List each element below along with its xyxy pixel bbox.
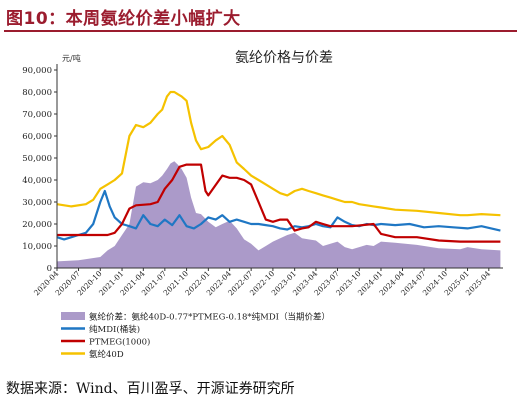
line-series-spandex — [56, 90, 501, 217]
spread-area-series — [57, 161, 501, 268]
title-divider — [4, 30, 517, 32]
y-tick-label: 80,000 — [22, 88, 52, 98]
data-source-note: 数据来源：Wind、百川盈孚、开源证券研究所 — [6, 381, 295, 397]
line-series-mdi — [56, 189, 501, 241]
y-tick-label: 0 — [47, 264, 52, 274]
y-tick-label: 90,000 — [22, 66, 52, 76]
y-tick-label: 10,000 — [22, 242, 52, 252]
legend-label: 纯MDI(桶装) — [89, 324, 140, 335]
legend-swatch-area — [61, 312, 85, 320]
y-tick-label: 30,000 — [22, 198, 52, 208]
legend-label: PTMEG(1000) — [89, 337, 150, 348]
line-chart: 氨纶价格与价差 元/吨 0 10,000 20,000 30,000 40,000 50,… — [22, 50, 503, 360]
y-tick-label: 40,000 — [22, 176, 52, 186]
legend: 氨纶价差：氨纶40D-0.77*PTMEG-0.18*纯MDI（当期价差）纯MD… — [61, 312, 330, 360]
chart-container: 氨纶价格与价差 元/吨 0 10,000 20,000 30,000 40,000 50,… — [4, 36, 517, 370]
y-tick-label: 50,000 — [22, 154, 52, 164]
y-tick-label: 60,000 — [22, 132, 52, 142]
plot-area — [56, 90, 501, 268]
y-axis-unit-label: 元/吨 — [62, 53, 81, 63]
figure-title: 图10：本周氨纶价差小幅扩大 — [6, 9, 241, 29]
y-tick-label: 20,000 — [22, 220, 52, 230]
legend-label: 氨纶价差：氨纶40D-0.77*PTMEG-0.18*纯MDI（当期价差） — [89, 312, 330, 323]
chart-title: 氨纶价格与价差 — [235, 50, 333, 66]
y-tick-label: 70,000 — [22, 110, 52, 120]
line-series-ptmeg — [57, 163, 501, 243]
legend-label: 氨纶40D — [89, 349, 124, 360]
